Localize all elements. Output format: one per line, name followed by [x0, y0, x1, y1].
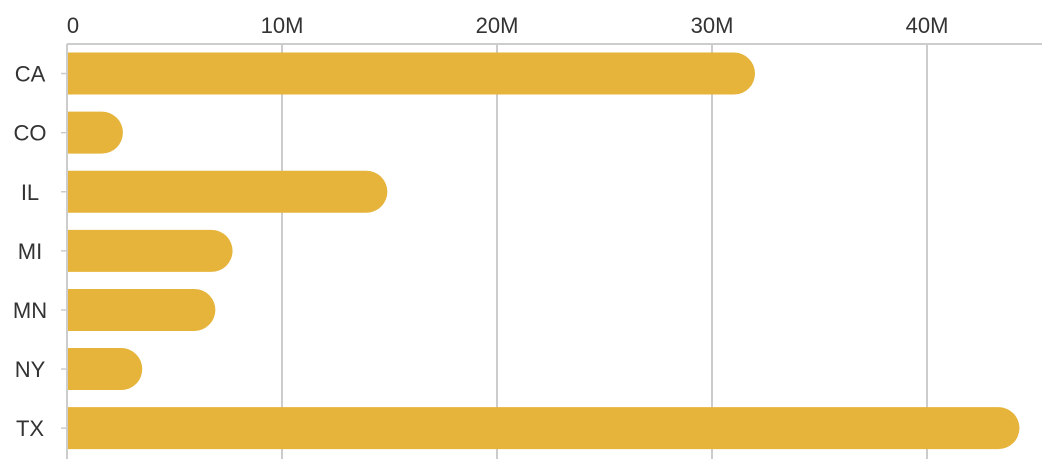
x-tick-label: 20M — [476, 13, 519, 38]
y-tick-label: MI — [18, 239, 42, 264]
y-tick-label: CA — [15, 62, 46, 87]
bar-ca[interactable] — [67, 52, 755, 95]
tick-labels: 0 10M 20M 30M 40M CA CO IL MI MN NY TX — [13, 13, 949, 441]
gridlines — [281, 44, 928, 459]
bar-mn[interactable] — [67, 288, 216, 331]
axes — [61, 43, 1042, 459]
y-tick-label: NY — [15, 357, 46, 382]
bars — [67, 52, 1020, 450]
x-tick-label: 0 — [67, 13, 79, 38]
bar-mi[interactable] — [67, 229, 233, 272]
x-tick-label: 10M — [261, 13, 304, 38]
x-tick-label: 30M — [691, 13, 734, 38]
x-tick-label: 40M — [906, 13, 949, 38]
bar-ny[interactable] — [67, 348, 143, 391]
bar-tx[interactable] — [67, 407, 1020, 450]
y-tick-label: IL — [21, 180, 39, 205]
y-tick-label: TX — [16, 416, 44, 441]
bar-il[interactable] — [67, 170, 388, 213]
y-tick-label: CO — [14, 121, 47, 146]
bar-co[interactable] — [67, 111, 123, 154]
y-tick-label: MN — [13, 298, 47, 323]
